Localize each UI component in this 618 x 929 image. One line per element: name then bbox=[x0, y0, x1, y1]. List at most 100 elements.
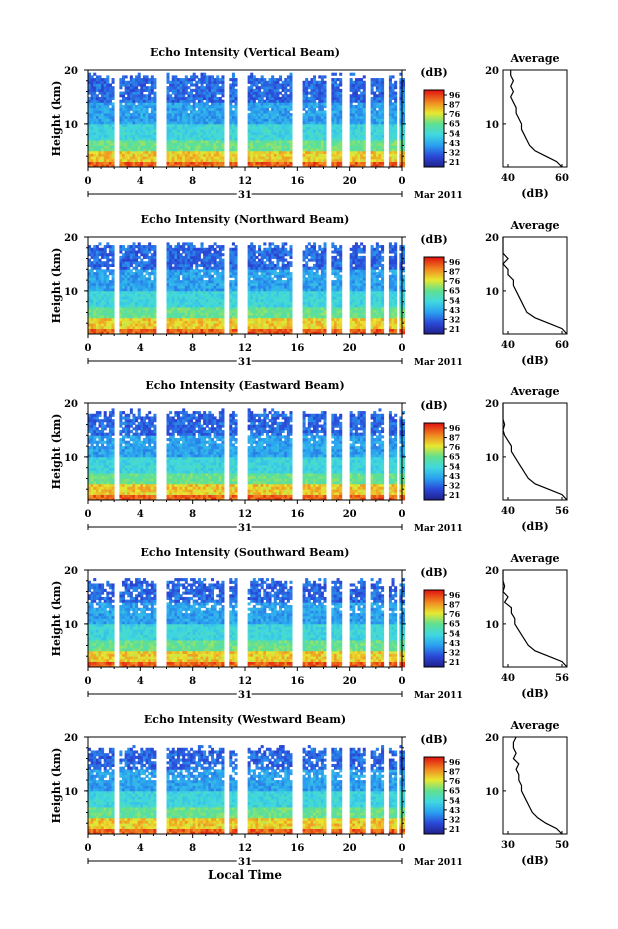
day-label: 31 bbox=[238, 190, 252, 201]
panel-title: Echo Intensity (Vertical Beam) bbox=[150, 46, 340, 59]
colorbar-tick-label: 87 bbox=[449, 600, 460, 610]
x-tick-label: 16 bbox=[290, 676, 304, 687]
colorbar bbox=[423, 589, 445, 668]
panel-1: Echo Intensity (Northward Beam)1020Heigh… bbox=[50, 213, 569, 370]
y-tick-label: 10 bbox=[64, 120, 78, 131]
colorbar-tick-label: 21 bbox=[449, 657, 460, 667]
profile-x-tick-label: 50 bbox=[555, 840, 569, 851]
month-label: Mar 2011 bbox=[414, 524, 463, 534]
heatmap-cells bbox=[88, 578, 406, 668]
colorbar-tick-label: 43 bbox=[449, 638, 461, 648]
profile-y-tick-label: 20 bbox=[485, 566, 499, 577]
x-tick-label: 16 bbox=[290, 509, 304, 520]
x-tick-label: 12 bbox=[238, 343, 252, 354]
colorbar-tick-label: 87 bbox=[449, 767, 460, 777]
profile-line bbox=[502, 237, 568, 335]
profile-y-tick-label: 10 bbox=[485, 620, 499, 631]
colorbar-tick-label: 21 bbox=[449, 490, 460, 500]
colorbar-tick-label: 87 bbox=[449, 433, 460, 443]
y-axis-label: Height (km) bbox=[50, 581, 63, 657]
colorbar-tick-label: 96 bbox=[449, 257, 461, 267]
colorbar-tick-label: 65 bbox=[449, 119, 460, 129]
profile-x-tick-label: 60 bbox=[555, 173, 569, 184]
profile-title: Average bbox=[509, 52, 559, 65]
colorbar bbox=[423, 89, 445, 168]
colorbar bbox=[423, 256, 445, 335]
colorbar-tick-label: 65 bbox=[449, 286, 460, 296]
colorbar-label: (dB) bbox=[420, 566, 447, 579]
day-label: 31 bbox=[238, 357, 252, 368]
day-label: 31 bbox=[238, 523, 252, 534]
colorbar-tick-label: 96 bbox=[449, 90, 461, 100]
colorbar-tick-label: 76 bbox=[449, 442, 461, 452]
colorbar-tick-label: 76 bbox=[449, 776, 461, 786]
colorbar-tick-label: 65 bbox=[449, 619, 460, 629]
x-tick-label: 8 bbox=[189, 176, 196, 187]
profile-y-tick-label: 10 bbox=[485, 453, 499, 464]
profile-frame bbox=[502, 736, 568, 835]
y-tick-label: 10 bbox=[64, 787, 78, 798]
y-tick-label: 10 bbox=[64, 620, 78, 631]
x-tick-label: 12 bbox=[238, 509, 252, 520]
y-tick-label: 20 bbox=[64, 733, 78, 744]
profile-x-tick-label: 40 bbox=[501, 673, 515, 684]
x-tick-label: 16 bbox=[290, 176, 304, 187]
y-tick-label: 20 bbox=[64, 66, 78, 77]
y-tick-label: 20 bbox=[64, 566, 78, 577]
x-tick-label: 0 bbox=[85, 509, 92, 520]
colorbar-tick-label: 54 bbox=[449, 295, 461, 305]
month-label: Mar 2011 bbox=[414, 858, 463, 868]
profile-title: Average bbox=[509, 385, 559, 398]
colorbar-tick-label: 32 bbox=[449, 647, 460, 657]
colorbar-tick-label: 43 bbox=[449, 805, 461, 815]
profile-y-tick-label: 10 bbox=[485, 120, 499, 131]
colorbar-tick-label: 21 bbox=[449, 324, 460, 334]
profile-x-label: (dB) bbox=[521, 187, 548, 200]
colorbar-tick-label: 54 bbox=[449, 628, 461, 638]
y-tick-label: 20 bbox=[64, 399, 78, 410]
x-tick-label: 0 bbox=[399, 343, 406, 354]
colorbar-tick-label: 43 bbox=[449, 471, 461, 481]
x-tick-label: 12 bbox=[238, 676, 252, 687]
x-tick-label: 20 bbox=[343, 176, 357, 187]
colorbar-label: (dB) bbox=[420, 399, 447, 412]
x-tick-label: 4 bbox=[137, 509, 144, 520]
profile-frame bbox=[502, 569, 568, 668]
x-tick-label: 4 bbox=[137, 843, 144, 854]
profile-line bbox=[512, 736, 563, 835]
panel-0: Echo Intensity (Vertical Beam)1020Height… bbox=[50, 46, 569, 203]
colorbar-tick-label: 32 bbox=[449, 147, 460, 157]
profile-x-tick-label: 40 bbox=[501, 173, 515, 184]
x-tick-label: 12 bbox=[238, 843, 252, 854]
colorbar-tick-label: 65 bbox=[449, 452, 460, 462]
profile-frame bbox=[502, 69, 568, 168]
x-tick-label: 4 bbox=[137, 676, 144, 687]
profile-x-label: (dB) bbox=[521, 354, 548, 367]
x-axis-title: Local Time bbox=[208, 868, 282, 882]
x-tick-label: 16 bbox=[290, 843, 304, 854]
profile-x-tick-label: 40 bbox=[501, 506, 515, 517]
x-tick-label: 0 bbox=[85, 343, 92, 354]
x-tick-label: 20 bbox=[343, 843, 357, 854]
profile-frame bbox=[502, 236, 568, 335]
profile-title: Average bbox=[509, 219, 559, 232]
colorbar-tick-label: 76 bbox=[449, 109, 461, 119]
x-tick-label: 4 bbox=[137, 343, 144, 354]
x-tick-label: 16 bbox=[290, 343, 304, 354]
profile-title: Average bbox=[509, 552, 559, 565]
month-label: Mar 2011 bbox=[414, 191, 463, 201]
x-tick-label: 20 bbox=[343, 509, 357, 520]
profile-y-tick-label: 20 bbox=[485, 733, 499, 744]
profile-y-tick-label: 10 bbox=[485, 787, 499, 798]
month-label: Mar 2011 bbox=[414, 691, 463, 701]
y-tick-label: 10 bbox=[64, 287, 78, 298]
profile-y-tick-label: 20 bbox=[485, 399, 499, 410]
colorbar-tick-label: 65 bbox=[449, 786, 460, 796]
x-tick-label: 20 bbox=[343, 676, 357, 687]
x-tick-label: 0 bbox=[85, 676, 92, 687]
y-tick-label: 20 bbox=[64, 233, 78, 244]
colorbar-tick-label: 96 bbox=[449, 757, 461, 767]
panel-2: Echo Intensity (Eastward Beam)1020Height… bbox=[50, 379, 569, 536]
heatmap-cells bbox=[88, 408, 406, 501]
colorbar-tick-label: 54 bbox=[449, 128, 461, 138]
